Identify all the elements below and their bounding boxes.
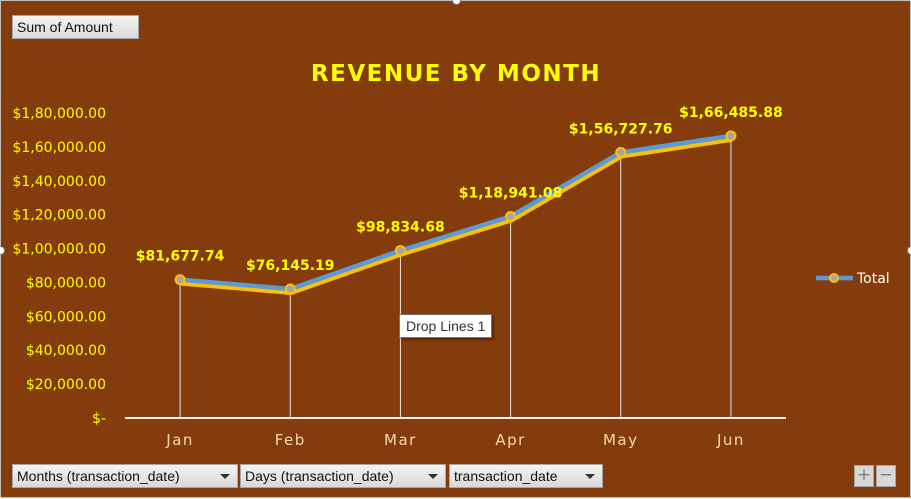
y-tick-label: $20,000.00: [26, 377, 106, 393]
y-tick-label: $80,000.00: [26, 275, 106, 291]
data-label: $76,145.19: [246, 258, 335, 274]
data-point: [394, 245, 406, 257]
x-tick-label: Mar: [384, 431, 417, 449]
value-field-button[interactable]: Sum of Amount: [12, 15, 139, 39]
value-field-label: Sum of Amount: [17, 19, 113, 35]
axis-field-button-days[interactable]: Days (transaction_date): [240, 464, 446, 488]
chevron-down-icon[interactable]: [220, 474, 230, 479]
x-tick-label: Jun: [716, 431, 745, 449]
y-tick-label: $40,000.00: [26, 343, 106, 359]
series-line-total: [179, 133, 732, 292]
axis-field-days-label: Days (transaction_date): [245, 468, 394, 484]
x-tick-label: Apr: [495, 431, 525, 449]
series-line-shadow: [180, 137, 733, 295]
y-tick-label: $1,60,000.00: [12, 140, 106, 156]
y-tick-label: $1,00,000.00: [12, 242, 106, 258]
chevron-down-icon[interactable]: [428, 474, 438, 479]
data-point: [615, 146, 627, 158]
data-label: $81,677.74: [136, 249, 225, 265]
x-tick-label: Feb: [275, 431, 306, 449]
y-tick-label: $1,20,000.00: [12, 208, 106, 224]
x-tick-label: May: [603, 431, 639, 449]
tooltip-text: Drop Lines 1: [406, 318, 486, 334]
data-point: [174, 274, 186, 286]
expand-field-button[interactable]: +: [854, 465, 874, 487]
resize-handle-top[interactable]: [452, 0, 461, 5]
axis-field-button-months[interactable]: Months (transaction_date): [12, 464, 238, 488]
y-tick-label: $1,40,000.00: [12, 174, 106, 190]
plus-icon: +: [856, 465, 872, 485]
y-tick-label: $60,000.00: [26, 309, 106, 325]
data-point: [284, 283, 296, 295]
data-label: $1,66,485.88: [679, 105, 783, 121]
legend-marker: [829, 273, 839, 283]
collapse-field-button[interactable]: −: [876, 465, 896, 487]
chevron-down-icon[interactable]: [585, 474, 595, 479]
axis-field-button-date[interactable]: transaction_date: [449, 464, 603, 488]
resize-handle-left[interactable]: [0, 246, 5, 255]
data-point: [725, 130, 737, 142]
y-tick-label: $-: [92, 411, 106, 427]
x-tick-label: Jan: [165, 431, 194, 449]
data-label: $98,834.68: [356, 220, 445, 236]
resize-handle-right[interactable]: [907, 246, 911, 255]
drop-lines-tooltip: Drop Lines 1: [399, 314, 493, 338]
axis-field-date-label: transaction_date: [454, 468, 558, 484]
data-label: $1,56,727.76: [569, 121, 673, 137]
chart-title: REVENUE BY MONTH: [311, 61, 601, 87]
data-label: $1,18,941.08: [459, 185, 563, 201]
y-tick-label: $1,80,000.00: [12, 106, 106, 122]
axis-field-months-label: Months (transaction_date): [17, 468, 180, 484]
minus-icon: −: [878, 465, 894, 485]
legend-entry-total: Total: [856, 271, 890, 287]
data-point: [505, 210, 517, 222]
